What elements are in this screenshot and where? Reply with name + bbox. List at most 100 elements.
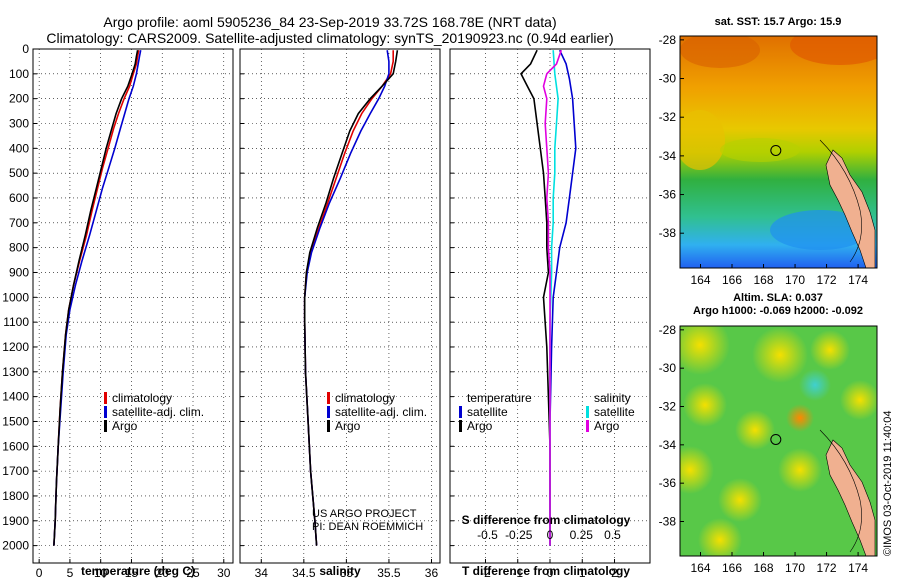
salinity-panel: 34 34.5 35 35.5 36 salinity climatology sate… xyxy=(239,48,441,580)
salinity-legend: climatology satellite-adj. clim. Argo xyxy=(327,391,427,433)
temperature-xlabel: temperature (deg C) xyxy=(81,564,195,578)
lat-tick-label: -36 xyxy=(659,476,677,490)
x-tick-label: 0 xyxy=(547,566,554,580)
legend-argo: Argo xyxy=(112,419,138,433)
y-tick-label: 1500 xyxy=(2,414,29,428)
s-difference-xlabel: S difference from climatology xyxy=(462,513,631,527)
series-line-t-satellite xyxy=(549,49,577,546)
lat-tick-label: -38 xyxy=(659,515,677,529)
temperature-legend: climatology satellite-adj. clim. Argo xyxy=(104,391,204,433)
difference-legend: temperature satellite Argo salinity sate… xyxy=(459,391,635,433)
project-credit: US ARGO PROJECT xyxy=(312,508,417,520)
lon-tick-label: 166 xyxy=(722,273,742,287)
y-tick-label: 1200 xyxy=(2,340,29,354)
lat-tick-label: -28 xyxy=(659,33,677,47)
argo-position-marker xyxy=(770,144,782,156)
temperature-panel: 0100200300400500600700800900100011001200… xyxy=(2,42,234,580)
lon-tick-label: 164 xyxy=(690,561,710,575)
legend-satellite: satellite-adj. clim. xyxy=(112,405,204,419)
legend-s-argo: Argo xyxy=(594,419,620,433)
s-tick-label: 0.5 xyxy=(604,528,621,542)
y-tick-label: 1400 xyxy=(2,390,29,404)
x-tick-label: -1 xyxy=(512,566,523,580)
y-tick-label: 1000 xyxy=(2,290,29,304)
x-tick-label: 35.5 xyxy=(377,566,401,580)
lon-tick-label: 170 xyxy=(785,561,805,575)
series-line-s-satellite xyxy=(549,50,559,546)
y-tick-label: 500 xyxy=(9,166,29,180)
y-tick-label: 200 xyxy=(9,92,29,106)
y-tick-label: 2000 xyxy=(2,539,29,553)
y-tick-label: 900 xyxy=(9,265,29,279)
y-tick-label: 0 xyxy=(22,42,29,56)
x-tick-label: 30 xyxy=(217,566,231,580)
s-tick-label: 0 xyxy=(547,528,554,542)
x-tick-label: 0 xyxy=(36,566,43,580)
lon-tick-label: 174 xyxy=(848,561,868,575)
y-tick-label: 300 xyxy=(9,116,29,130)
legend-t-argo: Argo xyxy=(467,419,493,433)
x-tick-label: 36 xyxy=(425,566,439,580)
pi-credit: PI: DEAN ROEMMICH xyxy=(312,521,423,533)
legend-climatology: climatology xyxy=(112,391,172,405)
y-tick-label: 1700 xyxy=(2,464,29,478)
y-tick-label: 800 xyxy=(9,241,29,255)
x-tick-label: 25 xyxy=(186,566,200,580)
lat-tick-label: -30 xyxy=(659,361,677,375)
series-line-climatology xyxy=(53,50,140,546)
x-tick-label: -2 xyxy=(480,566,491,580)
salinity-plot-frame xyxy=(239,48,441,564)
x-tick-label: 2 xyxy=(611,566,618,580)
title-line-2: Climatology: CARS2009. Satellite-adjuste… xyxy=(46,30,614,46)
legend-climatology: climatology xyxy=(335,391,395,405)
y-tick-label: 1300 xyxy=(2,365,29,379)
lat-tick-label: -28 xyxy=(659,323,677,337)
x-tick-label: 34.5 xyxy=(292,566,316,580)
sla-map-title: Altim. SLA: 0.037 xyxy=(733,292,823,304)
x-tick-label: 15 xyxy=(125,566,139,580)
legend-argo: Argo xyxy=(335,419,361,433)
lat-tick-label: -38 xyxy=(659,226,677,240)
s-tick-label: 0.25 xyxy=(570,528,594,542)
legend-satellite: satellite-adj. clim. xyxy=(335,405,427,419)
x-tick-label: 5 xyxy=(67,566,74,580)
lon-tick-label: 164 xyxy=(690,273,710,287)
x-tick-label: 35 xyxy=(340,566,354,580)
y-tick-label: 400 xyxy=(9,141,29,155)
lon-tick-label: 174 xyxy=(848,273,868,287)
lon-tick-label: 172 xyxy=(817,273,837,287)
sst-map-title: sat. SST: 15.7 Argo: 15.9 xyxy=(715,16,842,28)
lon-tick-label: 168 xyxy=(754,561,774,575)
y-tick-label: 1600 xyxy=(2,439,29,453)
legend-t-satellite: satellite xyxy=(467,405,508,419)
s-tick-label: -0.5 xyxy=(477,528,498,542)
salinity-xlabel: salinity xyxy=(319,564,361,578)
lat-tick-label: -32 xyxy=(659,110,677,124)
difference-panel: -2 -1 0 1 2 -0.5 -0.25 0 0.25 0.5 T difference fr… xyxy=(449,48,651,580)
title-line-1: Argo profile: aoml 5905236_84 23-Sep-201… xyxy=(103,14,557,30)
x-tick-label: 34 xyxy=(255,566,269,580)
y-tick-label: 100 xyxy=(9,67,29,81)
lat-tick-label: -36 xyxy=(659,188,677,202)
lat-tick-label: -30 xyxy=(659,72,677,86)
lat-tick-label: -34 xyxy=(659,149,677,163)
x-tick-label: 10 xyxy=(94,566,108,580)
t-difference-xlabel: T difference from climatology xyxy=(462,564,630,578)
lat-tick-label: -32 xyxy=(659,400,677,414)
lon-tick-label: 168 xyxy=(754,273,774,287)
y-tick-label: 1900 xyxy=(2,514,29,528)
legend-s-satellite: satellite xyxy=(594,405,635,419)
lon-tick-label: 166 xyxy=(722,561,742,575)
temperature-plot-frame xyxy=(32,48,234,564)
series-line-argo xyxy=(53,50,139,546)
y-tick-label: 1800 xyxy=(2,489,29,503)
series-line-argo xyxy=(303,50,399,546)
legend-salinity-title: salinity xyxy=(594,391,631,405)
s-tick-label: -0.25 xyxy=(505,528,533,542)
lon-tick-label: 170 xyxy=(785,273,805,287)
y-tick-label: 700 xyxy=(9,216,29,230)
y-tick-label: 1100 xyxy=(3,315,29,329)
series-line-s-argo xyxy=(542,49,563,546)
sst-map: -28 -30 -32 -34 -36 -38 164 166 168 170 172 174 sat… xyxy=(659,16,878,287)
